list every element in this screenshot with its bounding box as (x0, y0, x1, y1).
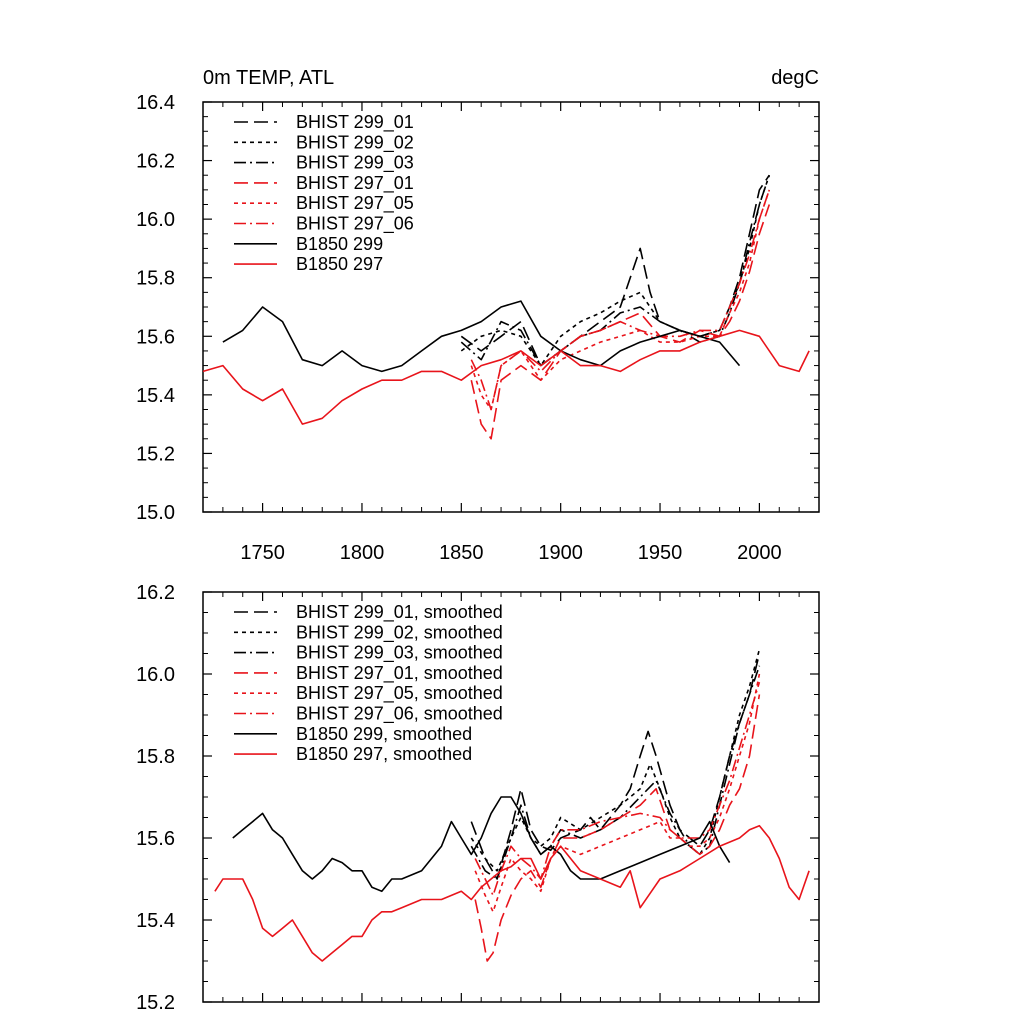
legend-label: BHIST 297_01 (296, 173, 414, 194)
series-line (460, 174, 771, 367)
x-tick-label: 1900 (538, 542, 583, 564)
x-tick-label: 1800 (340, 542, 385, 564)
legend-label: BHIST 299_03 (296, 153, 414, 174)
y-tick-label: 16.0 (136, 664, 175, 686)
y-tick-label: 16.0 (136, 209, 175, 231)
series-line (470, 204, 771, 440)
series-line (214, 824, 810, 962)
legend-label: B1850 299 (296, 234, 383, 254)
legend-label: B1850 299, smoothed (296, 724, 472, 744)
legend-label: BHIST 299_01 (296, 112, 414, 133)
legend-label: BHIST 299_03, smoothed (296, 643, 503, 664)
y-tick-label: 15.2 (136, 992, 175, 1014)
bottom-ticks: 15.2 15.4 15.6 15.8 16.0 16.2 (136, 582, 820, 1014)
y-tick-label: 15.0 (136, 502, 175, 524)
legend-label: BHIST 297_06, smoothed (296, 704, 503, 725)
bottom-series-lines (214, 649, 810, 962)
series-line (460, 174, 770, 367)
series-line (470, 649, 761, 872)
top-chart-title: 0m TEMP, ATL (203, 67, 334, 89)
series-line (222, 300, 741, 373)
series-line (474, 681, 761, 897)
series-line (474, 673, 761, 913)
y-tick-label: 15.2 (136, 443, 175, 465)
series-line (202, 329, 810, 425)
top-series-lines (202, 174, 810, 440)
x-tick-label: 2000 (737, 542, 782, 564)
legend-label: B1850 297, smoothed (296, 744, 472, 764)
y-tick-label: 15.4 (136, 385, 175, 407)
legend-label: BHIST 297_05, smoothed (296, 683, 503, 704)
legend-label: BHIST 299_02, smoothed (296, 622, 503, 643)
legend-label: BHIST 299_01, smoothed (296, 602, 503, 623)
x-tick-label: 1850 (439, 542, 484, 564)
x-tick-label: 1950 (638, 542, 683, 564)
y-tick-label: 15.8 (136, 268, 175, 290)
legend-label: BHIST 297_06 (296, 214, 414, 235)
y-tick-label: 15.4 (136, 910, 175, 932)
legend-label: BHIST 299_02 (296, 132, 414, 153)
series-line (470, 665, 761, 880)
y-tick-label: 16.2 (136, 151, 175, 173)
legend-label: BHIST 297_05 (296, 193, 414, 214)
y-tick-label: 15.8 (136, 746, 175, 768)
top-panel: 0m TEMP, ATL degC 15.0 15.2 15.4 15.6 15.8 16… (136, 67, 820, 564)
series-line (470, 653, 761, 880)
top-chart-units: degC (771, 67, 819, 89)
series-line (474, 694, 761, 962)
y-tick-label: 16.4 (136, 92, 175, 114)
series-line (470, 189, 771, 411)
y-tick-label: 16.2 (136, 582, 175, 604)
series-line (232, 796, 731, 893)
legend-label: B1850 297 (296, 254, 383, 274)
y-tick-label: 15.6 (136, 828, 175, 850)
x-tick-label: 1750 (240, 542, 285, 564)
y-tick-label: 15.6 (136, 326, 175, 348)
top-ticks: 15.0 15.2 15.4 15.6 15.8 16.0 16.2 16.4 1750 1800… (136, 92, 820, 564)
bottom-panel: 15.2 15.4 15.6 15.8 16.0 16.2 BHIST 299_01, s… (136, 582, 820, 1014)
series-line (470, 189, 771, 411)
legend-label: BHIST 297_01, smoothed (296, 663, 503, 684)
